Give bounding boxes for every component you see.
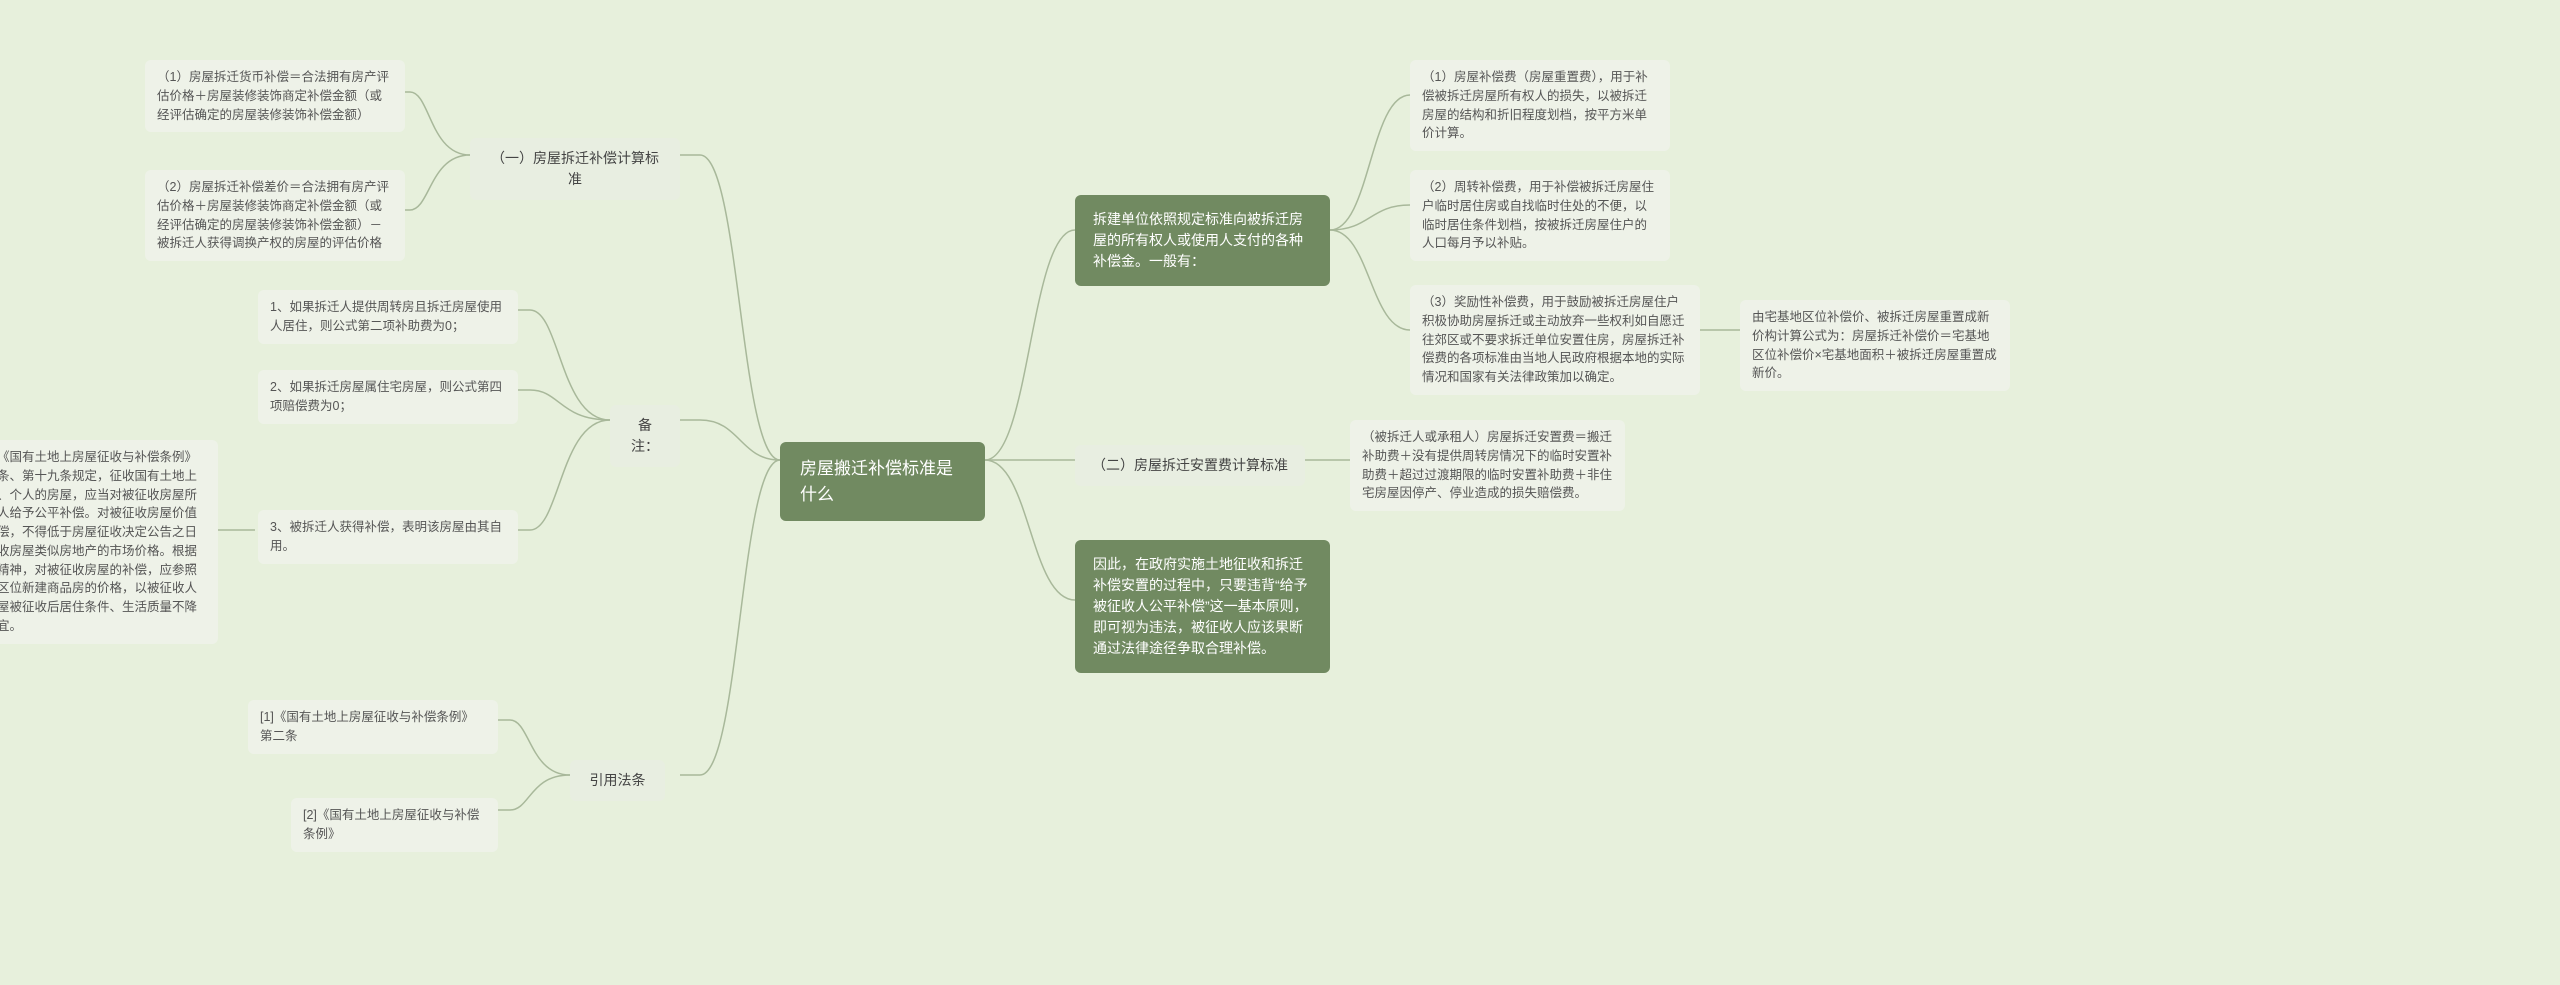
left-b1-leaf-2: （2）房屋拆迁补偿差价＝合法拥有房产评估价格＋房屋装修装饰商定补偿金额（或经评估… (145, 170, 405, 261)
left-b1-leaf-1: （1）房屋拆迁货币补偿＝合法拥有房产评估价格＋房屋装修装饰商定补偿金额（或经评估… (145, 60, 405, 132)
right-b1-leaf-2: （2）周转补偿费，用于补偿被拆迁房屋住户临时居住房或自找临时住处的不便，以临时居… (1410, 170, 1670, 261)
right-b1-leaf-3: （3）奖励性补偿费，用于鼓励被拆迁房屋住户积极协助房屋拆迁或主动放弃一些权利如自… (1410, 285, 1700, 395)
root-node[interactable]: 房屋搬迁补偿标准是什么 (780, 442, 985, 521)
left-branch-1[interactable]: （一）房屋拆迁补偿计算标准 (470, 138, 680, 200)
left-branch-2[interactable]: 备注： (610, 405, 680, 467)
right-branch-2[interactable]: （二）房屋拆迁安置费计算标准 (1075, 445, 1305, 486)
right-b1-side: 由宅基地区位补偿价、被拆迁房屋重置成新价构计算公式为：房屋拆迁补偿价＝宅基地区位… (1740, 300, 2010, 391)
left-b2-leaf-3: 3、被拆迁人获得补偿，表明该房屋由其自用。 (258, 510, 518, 564)
left-b2-side: 根据《国有土地上房屋征收与补偿条例》第二条、第十九条规定，征收国有土地上单位、个… (0, 440, 218, 644)
right-b1-leaf-1: （1）房屋补偿费（房屋重置费），用于补偿被拆迁房屋所有权人的损失，以被拆迁房屋的… (1410, 60, 1670, 151)
left-branch-3[interactable]: 引用法条 (570, 760, 665, 801)
left-b2-leaf-1: 1、如果拆迁人提供周转房且拆迁房屋使用人居住，则公式第二项补助费为0； (258, 290, 518, 344)
left-b2-leaf-2: 2、如果拆迁房屋属住宅房屋，则公式第四项赔偿费为0； (258, 370, 518, 424)
left-b3-leaf-2: [2]《国有土地上房屋征收与补偿条例》 (291, 798, 498, 852)
right-branch-1[interactable]: 拆建单位依照规定标准向被拆迁房屋的所有权人或使用人支付的各种补偿金。一般有： (1075, 195, 1330, 286)
right-b2-leaf-1: （被拆迁人或承租人）房屋拆迁安置费＝搬迁补助费＋没有提供周转房情况下的临时安置补… (1350, 420, 1625, 511)
right-branch-3[interactable]: 因此，在政府实施土地征收和拆迁补偿安置的过程中，只要违背“给予被征收人公平补偿”… (1075, 540, 1330, 673)
left-b3-leaf-1: [1]《国有土地上房屋征收与补偿条例》第二条 (248, 700, 498, 754)
